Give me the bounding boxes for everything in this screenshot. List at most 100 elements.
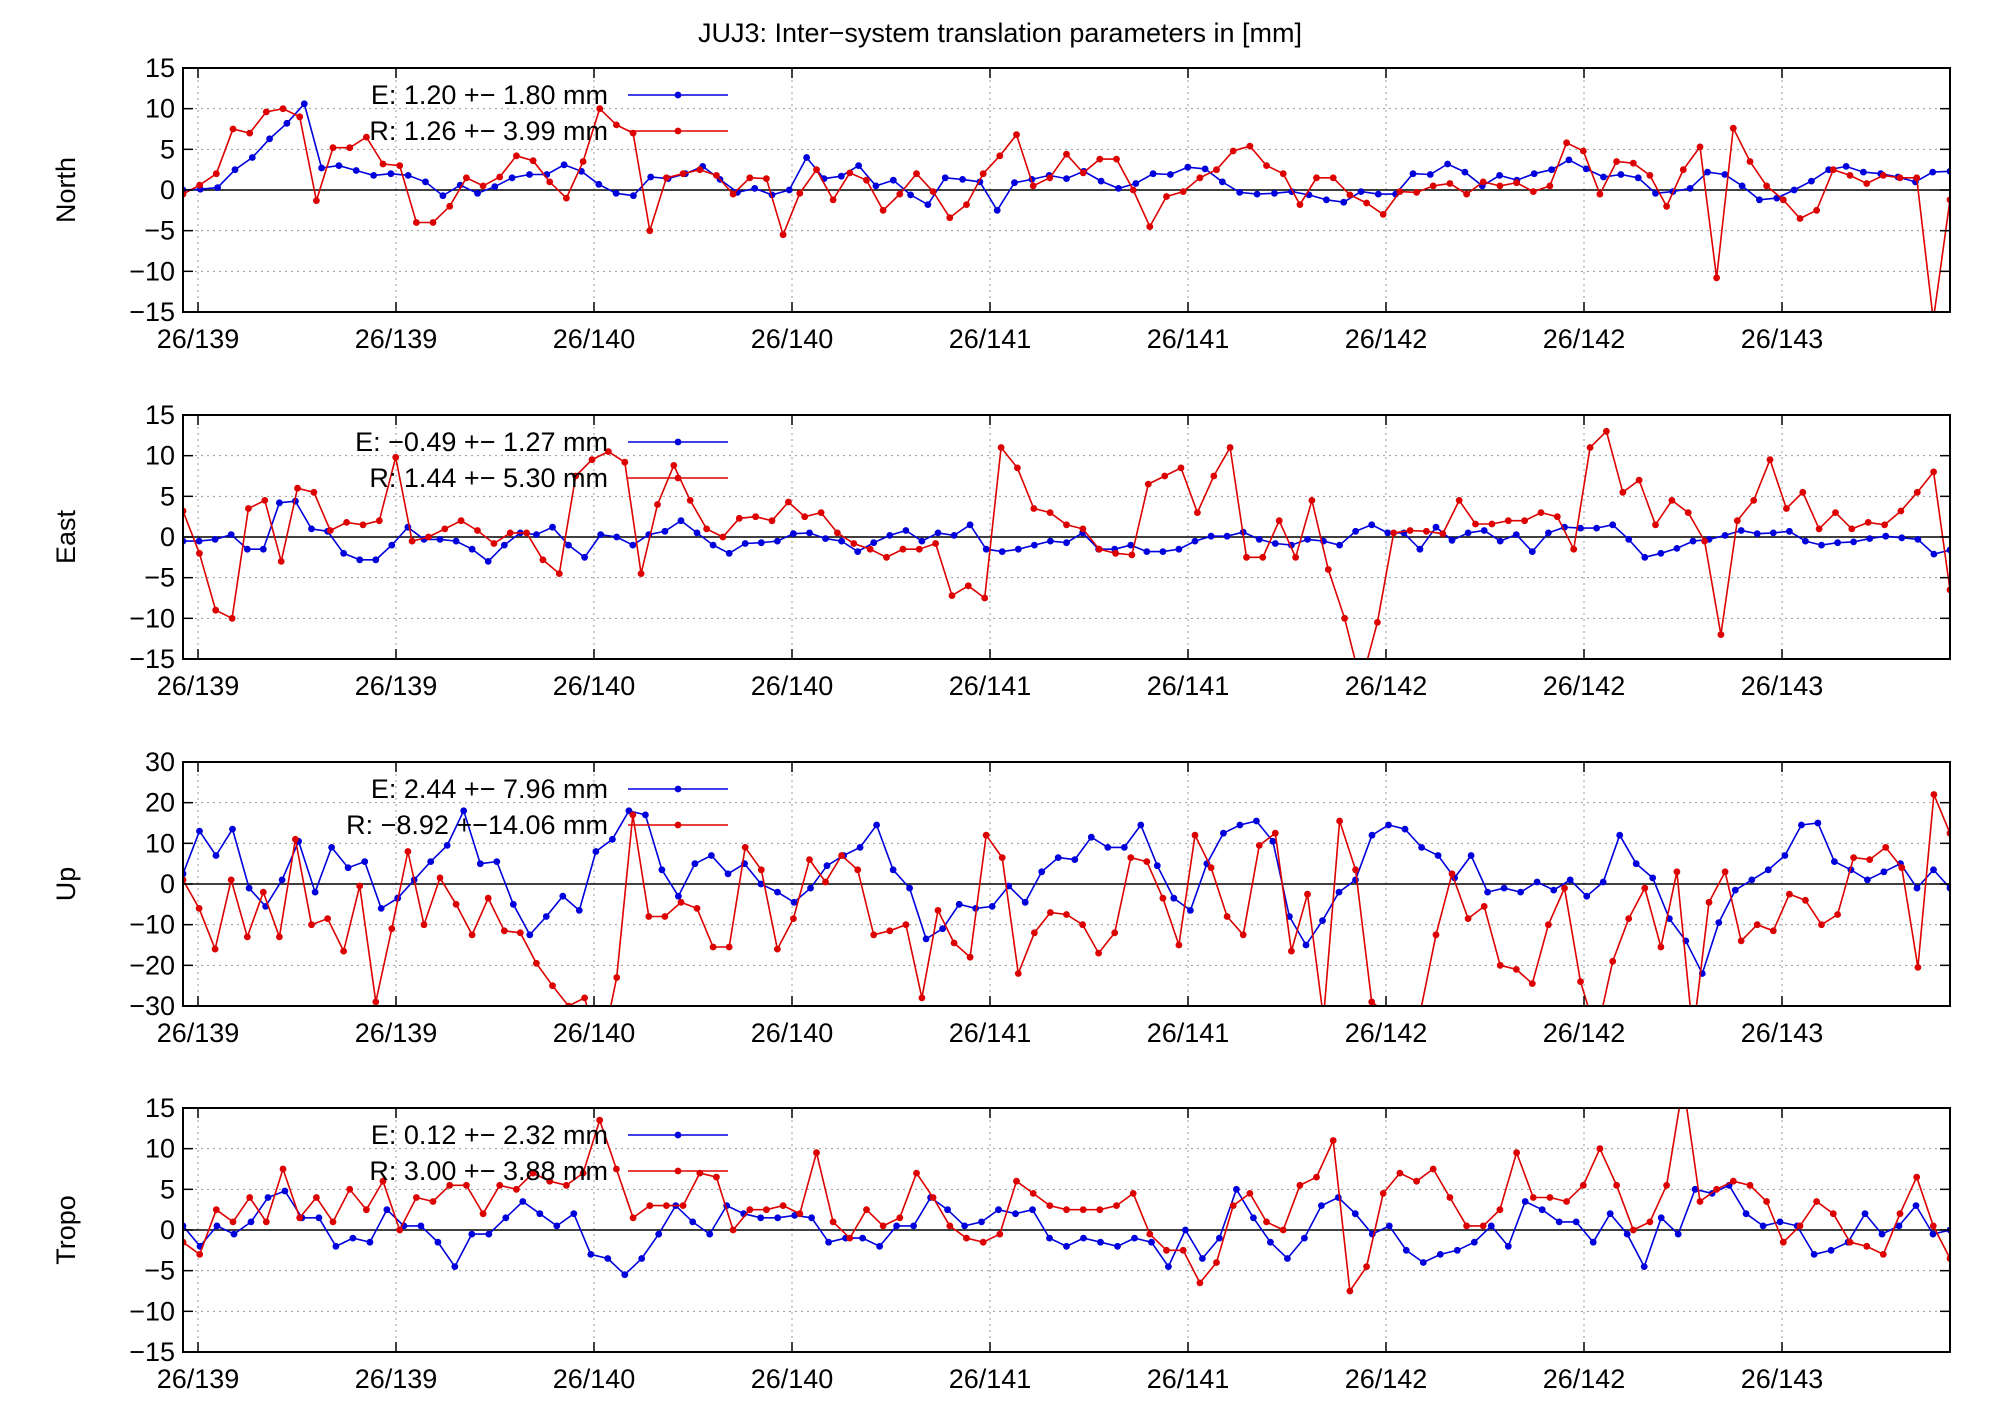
data-point xyxy=(1603,427,1610,435)
data-point xyxy=(979,1238,987,1246)
data-point xyxy=(907,191,914,199)
data-point xyxy=(1808,177,1815,185)
data-point xyxy=(876,1242,883,1250)
data-point xyxy=(713,1173,720,1181)
data-point xyxy=(1673,868,1681,876)
y-tick-label: 10 xyxy=(145,94,175,124)
data-point xyxy=(774,945,781,953)
data-point xyxy=(1786,527,1793,535)
y-tick-label: 30 xyxy=(145,747,175,777)
data-point xyxy=(654,501,661,508)
data-point xyxy=(846,1234,854,1242)
data-point xyxy=(1153,862,1161,870)
data-point xyxy=(1829,166,1837,174)
data-point xyxy=(655,1230,663,1238)
data-point xyxy=(1834,539,1841,547)
data-point xyxy=(1517,888,1524,896)
data-point xyxy=(1882,844,1890,851)
data-point xyxy=(1737,527,1745,534)
data-point xyxy=(1496,172,1503,179)
data-point xyxy=(310,488,318,496)
data-point xyxy=(1609,957,1617,965)
data-point xyxy=(228,614,236,622)
data-point xyxy=(1207,864,1215,872)
x-tick-label: 26/140 xyxy=(751,1364,834,1394)
data-point xyxy=(1170,894,1178,902)
data-point xyxy=(1802,896,1809,904)
data-point xyxy=(1047,537,1054,545)
data-point xyxy=(998,548,1006,555)
data-point xyxy=(1848,525,1856,533)
data-point xyxy=(964,582,972,590)
data-point xyxy=(1668,497,1676,504)
data-point xyxy=(1764,866,1772,874)
data-point xyxy=(1596,1145,1604,1153)
data-point xyxy=(1866,856,1874,863)
data-point xyxy=(332,1242,340,1250)
data-point xyxy=(1701,537,1708,545)
data-point xyxy=(1219,178,1226,186)
data-point xyxy=(377,905,385,912)
data-point xyxy=(546,178,554,186)
legend-marker-E xyxy=(674,1131,682,1139)
data-point xyxy=(570,1210,578,1218)
data-point xyxy=(468,931,476,939)
x-tick-label: 26/143 xyxy=(1741,324,1824,354)
data-point xyxy=(752,513,759,521)
data-point xyxy=(1753,530,1761,538)
data-point xyxy=(1930,468,1937,476)
data-point xyxy=(1357,188,1365,196)
data-point xyxy=(311,888,319,896)
data-point xyxy=(677,898,685,906)
data-point xyxy=(774,1214,782,1222)
data-point xyxy=(1530,170,1538,178)
data-point xyxy=(1275,517,1283,525)
data-point xyxy=(1616,831,1624,839)
data-point xyxy=(1463,190,1470,198)
data-point xyxy=(785,498,792,506)
data-point xyxy=(1798,821,1805,829)
data-point xyxy=(1146,223,1154,231)
data-point xyxy=(1313,1173,1320,1181)
data-point xyxy=(1813,206,1820,214)
data-point xyxy=(452,537,460,545)
data-point xyxy=(427,858,435,865)
data-point xyxy=(1336,541,1343,549)
data-point xyxy=(604,1255,612,1262)
data-point xyxy=(500,927,508,935)
data-point xyxy=(246,1194,254,1201)
data-point xyxy=(1930,317,1937,324)
data-point xyxy=(613,1165,620,1173)
data-point xyxy=(1177,464,1185,472)
data-point xyxy=(1881,521,1888,529)
panel-data xyxy=(183,1108,1950,1295)
data-point xyxy=(801,513,809,521)
data-point xyxy=(725,549,733,557)
data-point xyxy=(1733,517,1741,525)
data-point xyxy=(670,462,678,469)
y-tick-label: 20 xyxy=(145,788,175,818)
data-point xyxy=(1236,189,1244,196)
data-point xyxy=(922,935,930,943)
data-point xyxy=(741,844,749,851)
y-tick-label: 0 xyxy=(160,522,175,552)
data-point xyxy=(196,827,203,835)
data-point xyxy=(597,1051,604,1058)
data-point xyxy=(1323,196,1330,204)
legend-label-R: R: 1.26 +− 3.99 mm xyxy=(369,116,608,146)
data-point xyxy=(1455,497,1463,504)
data-point xyxy=(1487,1222,1495,1230)
data-point xyxy=(729,190,737,198)
x-tick-label: 26/139 xyxy=(157,1018,240,1048)
data-point xyxy=(1129,1190,1137,1197)
data-point xyxy=(404,848,412,855)
data-point xyxy=(1781,852,1789,859)
data-point xyxy=(1750,497,1758,504)
data-point xyxy=(693,529,701,537)
data-point xyxy=(446,1181,454,1189)
data-point xyxy=(1063,539,1070,547)
data-point xyxy=(774,537,781,545)
data-point xyxy=(1721,532,1729,539)
x-tick-label: 26/139 xyxy=(355,671,438,701)
